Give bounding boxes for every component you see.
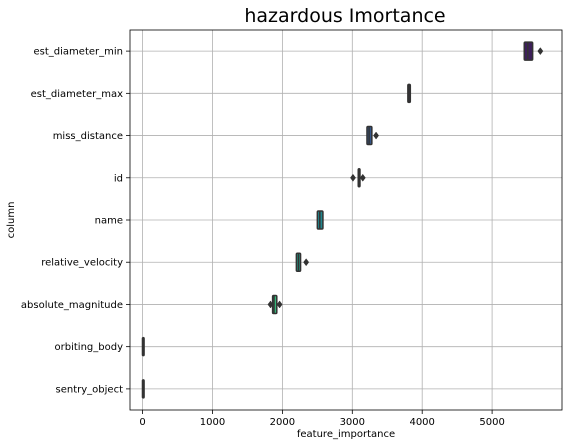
box-est-diameter-min (523, 41, 544, 61)
chart-title: hazardous Imortance (244, 5, 445, 27)
box-outlier (350, 173, 356, 182)
box-sentry-object (141, 379, 145, 399)
box-outlier (276, 300, 283, 309)
y-tick-label: id (114, 173, 123, 184)
x-axis-ticks: 0 1000 2000 3000 4000 5000 (139, 410, 505, 428)
y-tick-label: est_diameter_min (34, 47, 123, 58)
box-id (350, 168, 366, 188)
x-tick-label: 2000 (270, 417, 295, 428)
box-miss-distance (366, 125, 379, 146)
box-outlier (537, 47, 544, 56)
y-tick-label: orbiting_body (55, 342, 124, 353)
box-outlier (359, 173, 366, 182)
box-outlier (303, 258, 310, 267)
box-orbiting-body (141, 336, 145, 357)
y-axis-label: column (6, 202, 17, 239)
box-outlier (267, 300, 274, 309)
grid-lines (130, 30, 562, 410)
x-tick-label: 4000 (409, 417, 434, 428)
box-relative-velocity (295, 252, 310, 272)
x-tick-label: 3000 (340, 417, 365, 428)
y-tick-label: absolute_magnitude (21, 300, 123, 311)
box-absolute-magnitude (267, 294, 283, 315)
y-tick-label: relative_velocity (41, 258, 123, 269)
y-tick-label: sentry_object (56, 384, 124, 395)
y-tick-label: name (95, 216, 123, 227)
box-est-diameter-max (407, 83, 412, 104)
box-series (141, 41, 544, 399)
y-axis-ticks: est_diameter_min est_diameter_max miss_dis… (21, 47, 130, 395)
box-name (316, 210, 324, 230)
y-tick-label: miss_distance (53, 131, 123, 142)
x-axis-label: feature_importance (297, 429, 395, 440)
x-tick-label: 5000 (479, 417, 504, 428)
y-tick-label: est_diameter_max (31, 89, 123, 100)
box-outlier (373, 131, 379, 140)
x-tick-label: 0 (139, 417, 145, 428)
x-tick-label: 1000 (200, 417, 225, 428)
